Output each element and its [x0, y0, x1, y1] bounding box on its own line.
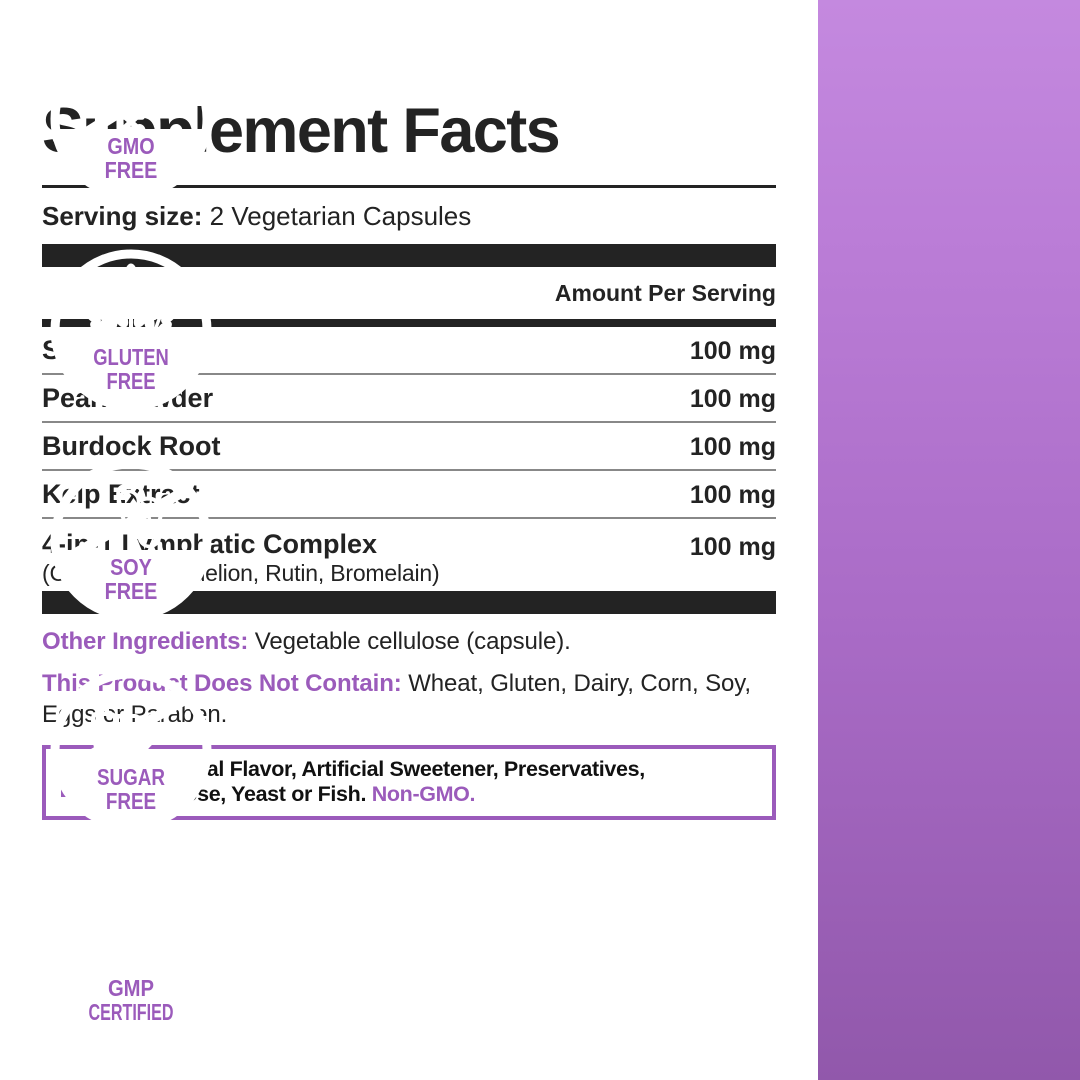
badge-line2: FREE	[105, 579, 158, 605]
badge-gmo-free: GMO FREE	[45, 33, 217, 205]
badge-sugar-free: SUGAR FREE	[45, 664, 217, 836]
no-claims-text: Artificial Flavor, Artificial Sweetener,…	[141, 757, 646, 807]
ingredient-amount: 100 mg	[689, 337, 776, 365]
badge-gmp-certified: GMP CERTIFIED	[45, 875, 217, 1047]
divider-under-amount-header	[42, 319, 776, 327]
badge-line2: FREE	[106, 790, 156, 815]
non-gmo-text: Non-GMO.	[366, 781, 476, 806]
badge-line1: GLUTEN	[93, 345, 169, 370]
badge-line2: FREE	[105, 158, 158, 184]
badge-line1: SUGAR	[97, 766, 165, 791]
divider-under-title	[42, 185, 776, 188]
badge-line1: SOY	[110, 555, 152, 581]
ingredient-amount: 100 mg	[689, 433, 776, 461]
certification-strip	[818, 0, 1080, 1080]
row-divider	[42, 421, 776, 423]
serving-size-label: Serving size:	[42, 201, 203, 231]
badge-soy-free: SOY FREE	[45, 454, 217, 626]
ingredient-name: Burdock Root	[42, 431, 221, 461]
serving-size-amount: 2 Vegetarian Capsules	[209, 201, 472, 231]
check-rosette-icon	[89, 890, 173, 975]
badge-line2: CERTIFIED	[89, 1000, 174, 1025]
badge-line1: GMO	[107, 134, 154, 160]
row-divider	[42, 469, 776, 471]
badge-line2: FREE	[106, 369, 155, 394]
divider-thick-bottom	[42, 590, 776, 614]
badge-list: GMO FREE	[0, 0, 262, 1080]
no-claims-line1: Artificial Flavor, Artificial Sweetener,…	[141, 757, 646, 781]
row-divider	[42, 373, 776, 375]
table-row: Burdock Root 100 mg	[42, 423, 776, 469]
badge-gluten-free: GLUTEN FREE	[45, 244, 217, 416]
other-ingredients: Other Ingredients: Vegetable cellulose (…	[42, 626, 776, 658]
ingredient-amount: 100 mg	[689, 385, 776, 413]
serving-size-line: Serving size: 2 Vegetarian Capsules	[42, 188, 776, 244]
divider-thick-top	[42, 244, 776, 267]
ingredient-amount: 100 mg	[689, 533, 776, 561]
badge-line1: GMP	[108, 975, 154, 1002]
row-divider	[42, 517, 776, 519]
ingredient-amount: 100 mg	[689, 481, 776, 509]
other-ingredients-heading: Other Ingredients:	[42, 627, 249, 655]
other-ingredients-text: Vegetable cellulose (capsule).	[248, 627, 571, 655]
amount-per-serving-header: Amount Per Serving	[554, 280, 776, 306]
